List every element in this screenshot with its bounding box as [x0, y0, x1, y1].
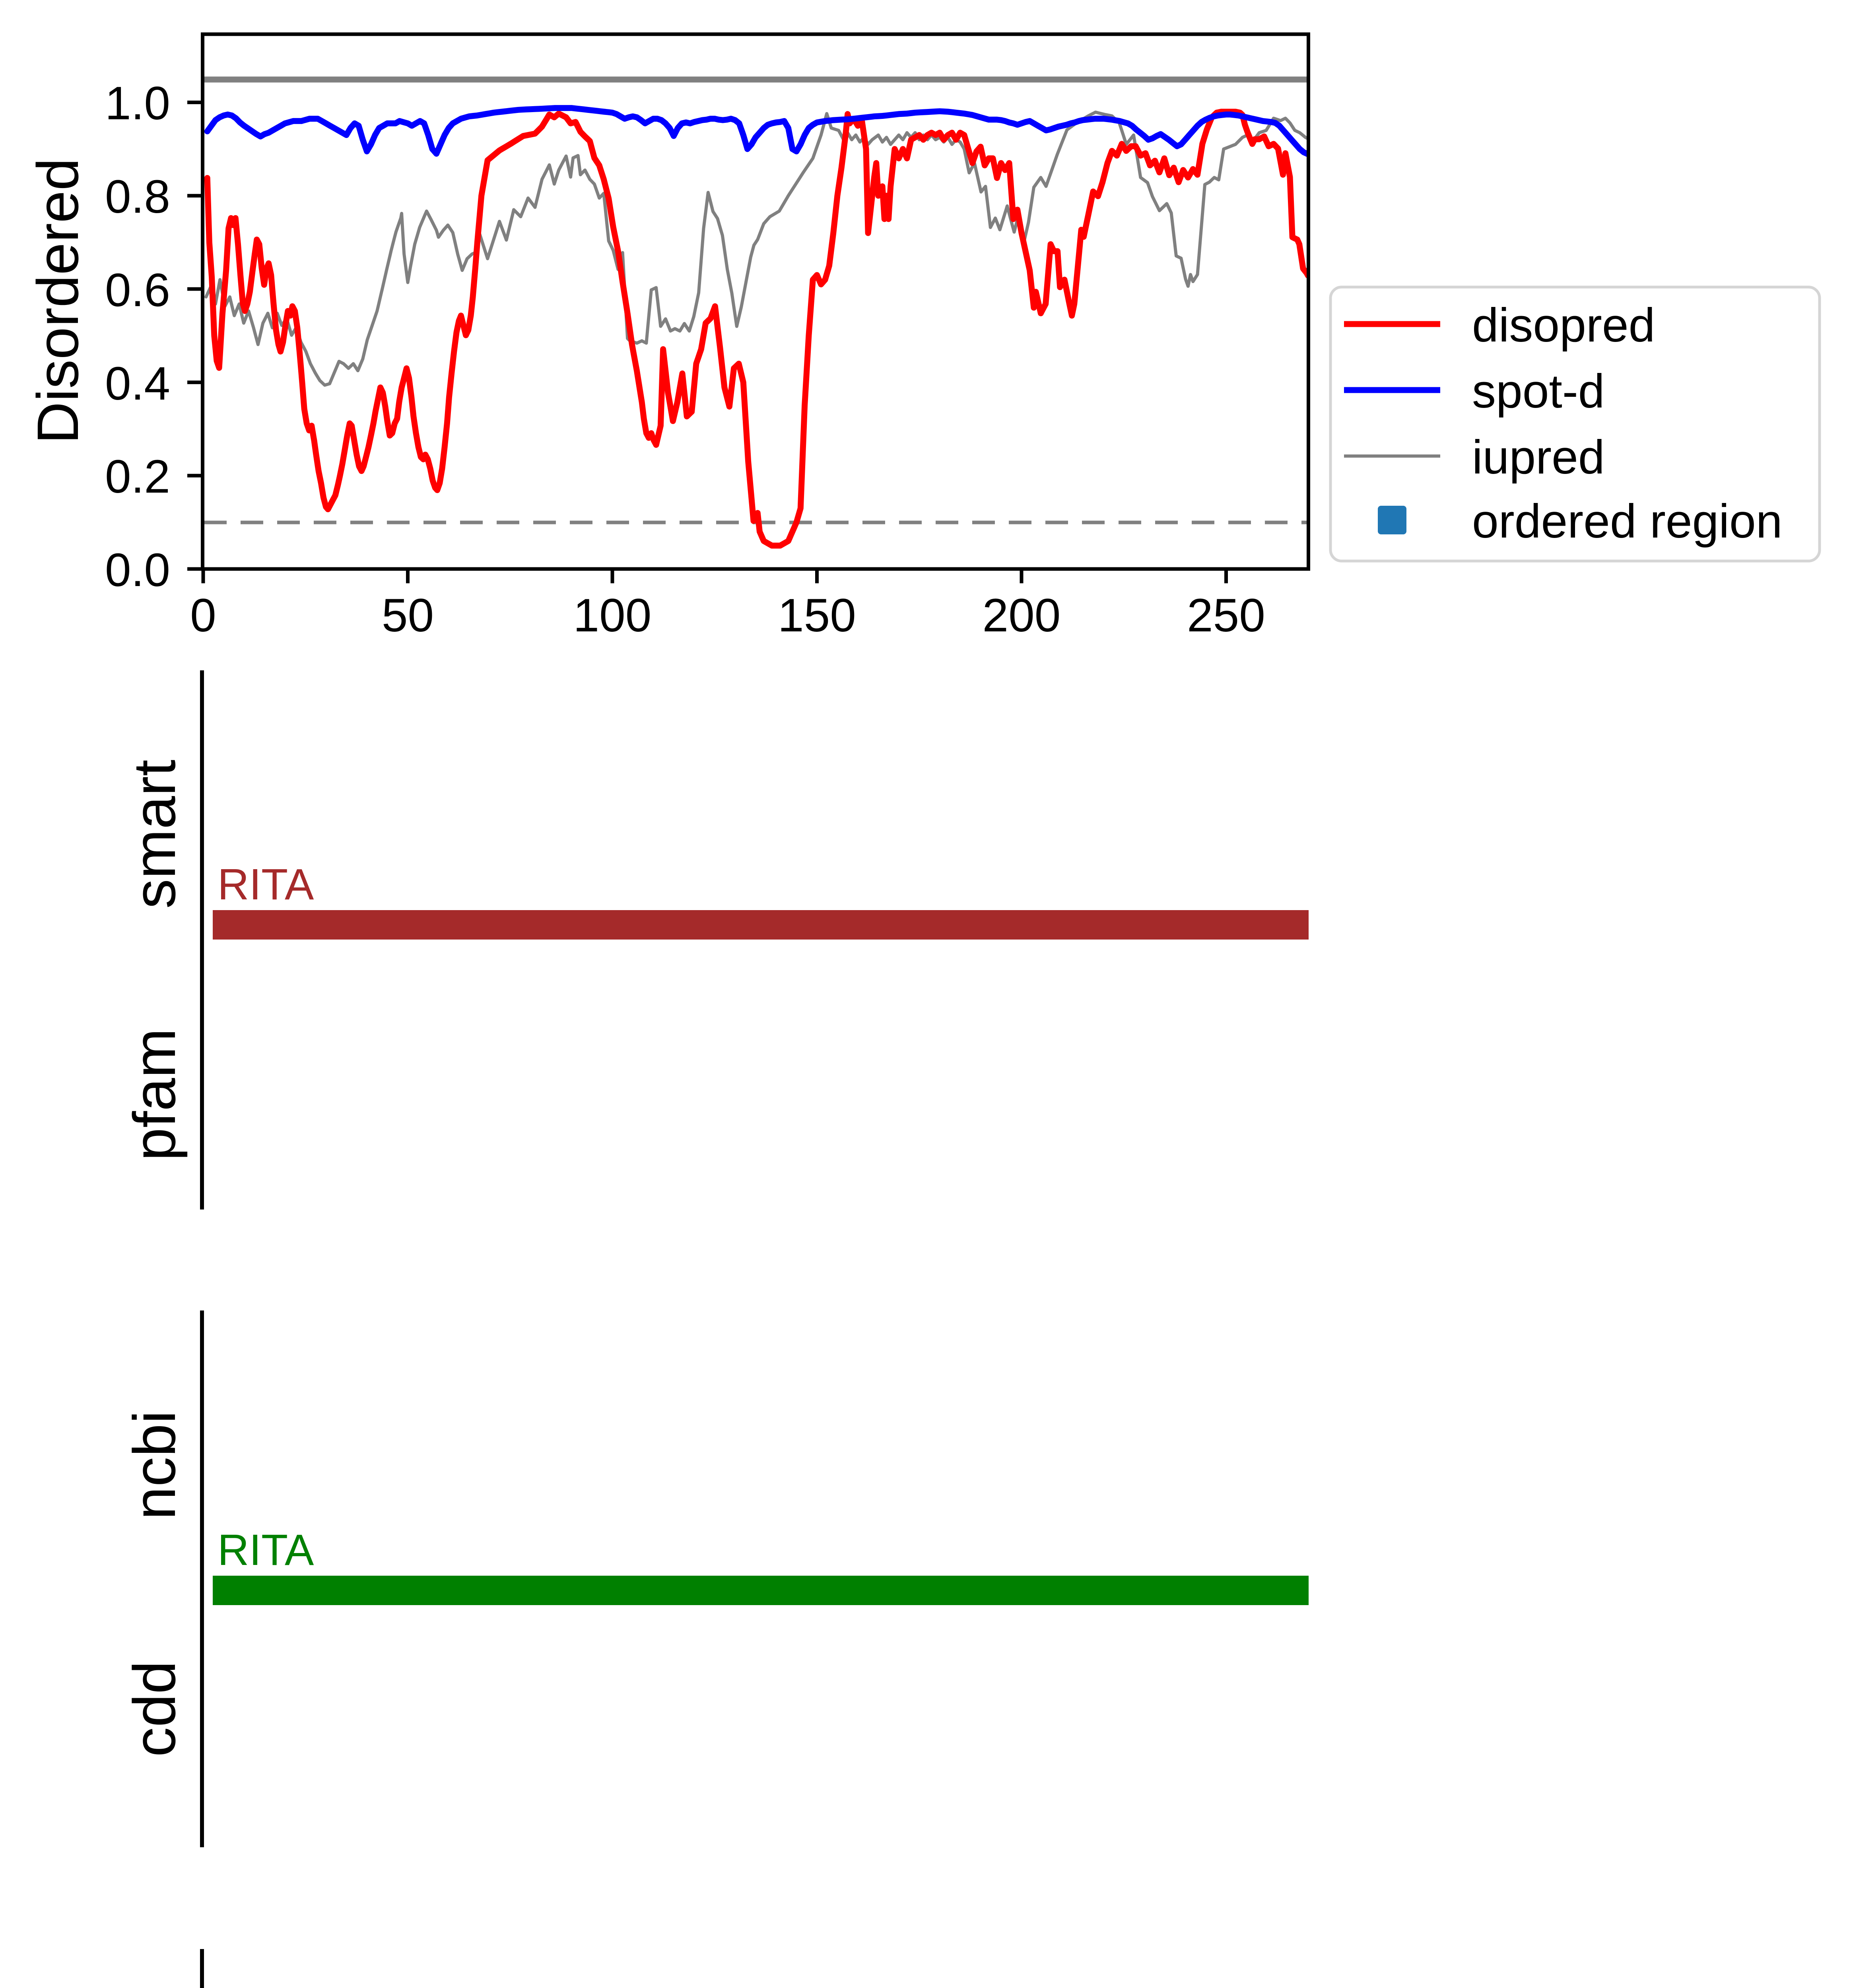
- svg-text:ordered region: ordered region: [1472, 495, 1783, 548]
- svg-text:150: 150: [778, 589, 856, 642]
- svg-text:100: 100: [573, 589, 652, 642]
- svg-text:Disordered: Disordered: [25, 158, 91, 444]
- svg-text:250: 250: [1187, 589, 1265, 642]
- svg-text:RITA: RITA: [218, 860, 314, 909]
- svg-text:disopred: disopred: [1472, 299, 1655, 352]
- svg-text:0.8: 0.8: [105, 171, 170, 223]
- svg-text:spot-d: spot-d: [1472, 365, 1605, 418]
- svg-text:200: 200: [983, 589, 1061, 642]
- svg-text:pfam: pfam: [121, 1028, 188, 1161]
- svg-text:0.0: 0.0: [105, 544, 170, 596]
- svg-text:0: 0: [190, 589, 216, 642]
- svg-text:RITA: RITA: [218, 1526, 314, 1574]
- svg-text:1.0: 1.0: [105, 77, 170, 130]
- svg-text:0.2: 0.2: [105, 450, 170, 503]
- svg-text:iupred: iupred: [1472, 431, 1605, 484]
- svg-text:cdd: cdd: [121, 1661, 188, 1757]
- svg-text:smart: smart: [121, 760, 188, 909]
- svg-text:50: 50: [382, 589, 434, 642]
- svg-text:ncbi: ncbi: [121, 1410, 188, 1520]
- svg-text:0.6: 0.6: [105, 264, 170, 316]
- svg-text:0.4: 0.4: [105, 357, 170, 410]
